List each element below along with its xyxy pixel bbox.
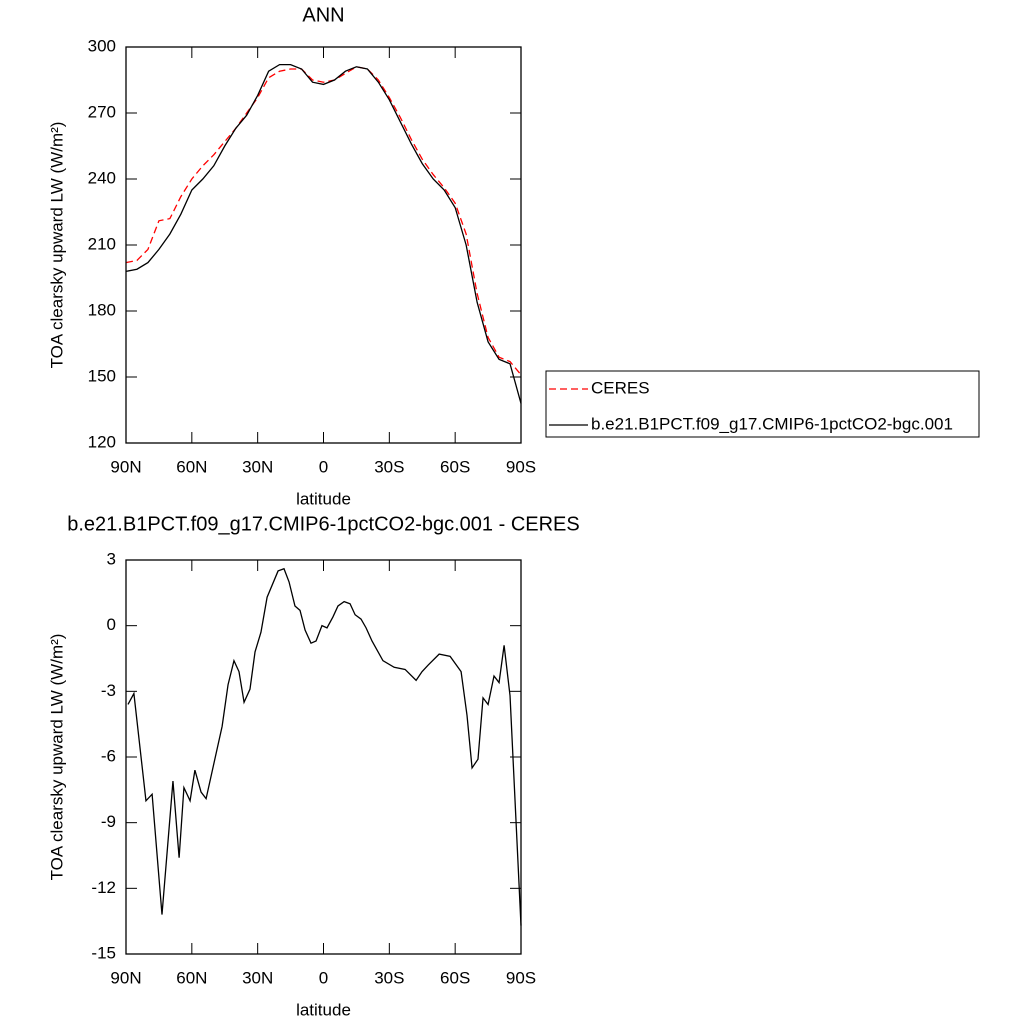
x-tick-label: 60S <box>440 457 470 476</box>
x-tick-label: 30N <box>242 968 273 987</box>
data-line <box>125 66 522 376</box>
y-tick-label: 300 <box>88 36 116 55</box>
x-tick-label: 90S <box>506 968 536 987</box>
x-tick-label: 60N <box>176 968 207 987</box>
y-tick-label: -3 <box>101 681 116 700</box>
x-axis-label: latitude <box>296 1000 351 1019</box>
data-line <box>125 63 522 404</box>
y-tick-label: -6 <box>101 746 116 765</box>
x-tick-label: 60N <box>176 457 207 476</box>
y-tick-label: 150 <box>88 366 116 385</box>
y-tick-label: 270 <box>88 102 116 121</box>
y-tick-label: -15 <box>91 943 116 962</box>
legend-label: b.e21.B1PCT.f09_g17.CMIP6-1pctCO2-bgc.00… <box>591 414 953 433</box>
data-line <box>127 567 522 926</box>
y-tick-label: 3 <box>107 549 116 568</box>
y-tick-label: -9 <box>101 812 116 831</box>
y-tick-label: 180 <box>88 300 116 319</box>
x-tick-label: 0 <box>319 968 328 987</box>
y-tick-label: 210 <box>88 234 116 253</box>
y-tick-label: 120 <box>88 432 116 451</box>
y-tick-label: -12 <box>91 878 116 897</box>
y-tick-label: 240 <box>88 168 116 187</box>
x-tick-label: 30S <box>374 968 404 987</box>
plot-frame <box>125 46 522 444</box>
y-axis-label: TOA clearsky upward LW (W/m²) <box>47 122 66 369</box>
chart-title: ANN <box>302 4 344 26</box>
x-tick-label: 90S <box>506 457 536 476</box>
x-tick-label: 90N <box>110 457 141 476</box>
y-tick-label: 0 <box>107 615 116 634</box>
chart-title: b.e21.B1PCT.f09_g17.CMIP6-1pctCO2-bgc.00… <box>67 513 579 535</box>
legend-box <box>545 370 980 438</box>
x-tick-label: 30S <box>374 457 404 476</box>
legend-label: CERES <box>591 378 650 397</box>
x-tick-label: 0 <box>319 457 328 476</box>
x-tick-label: 60S <box>440 968 470 987</box>
y-axis-label: TOA clearsky upward LW (W/m²) <box>47 634 66 881</box>
x-tick-label: 90N <box>110 968 141 987</box>
x-axis-label: latitude <box>296 489 351 508</box>
plot-frame <box>125 559 522 955</box>
x-tick-label: 30N <box>242 457 273 476</box>
